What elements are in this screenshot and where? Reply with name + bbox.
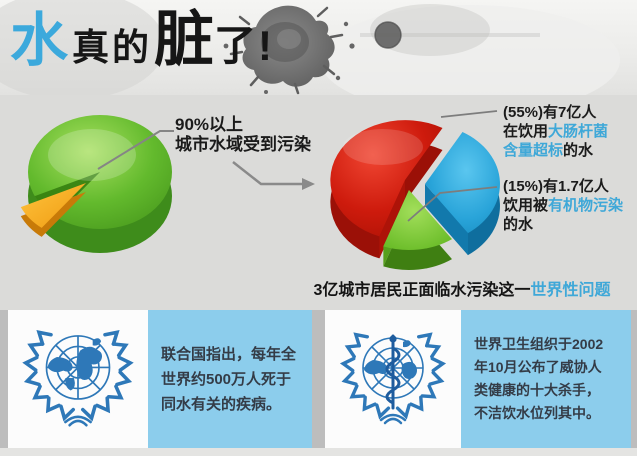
ink-splat-icon (0, 0, 620, 95)
who-fact-line: 不洁饮水位列其中。 (474, 405, 600, 421)
left-pie-label-line1: 90%以上 (175, 115, 244, 134)
right-pie-red-slice (330, 120, 443, 259)
who-fact-line: 类健康的十大杀手， (474, 382, 600, 398)
un-emblem-icon (23, 325, 133, 427)
label15-line3: 的水 (503, 216, 534, 233)
label15-line2-black: 饮用被 (503, 197, 549, 214)
un-fact-line: 世界约500万人死于 (161, 370, 292, 388)
left-pie-label: 90%以上 城市水域受到污染 (175, 115, 311, 155)
right-pie-green-slice (383, 190, 452, 270)
who-fact-text: 世界卫生组织于2002 年10月公布了威协人 类健康的十大杀手， 不洁饮水位列其… (461, 310, 631, 448)
label55-line3-black: 的水 (563, 142, 594, 159)
facts-section: 联合国指出，每年全 世界约500万人死于 同水有关的疾病。 (0, 310, 637, 456)
title-word-water: 水 (10, 8, 69, 73)
label55-line3-blue: 含量超标 (503, 142, 564, 159)
who-emblem-icon (340, 328, 446, 425)
who-logo-box (325, 310, 461, 448)
bottom-strip (0, 448, 637, 456)
page-title: 水 真的 脏 了! (10, 10, 274, 70)
right-pie-label-55: (55%)有7亿人 在饮用大肠杆菌 含量超标的水 (503, 103, 608, 160)
chart-caption: 3亿城市居民正面临水污染这一世界性问题 (288, 276, 636, 300)
pie-charts-graphic (20, 110, 500, 270)
charts-section: 90%以上 城市水域受到污染 (55%)有7亿人 在饮用大肠杆菌 含量超标的水 … (0, 95, 637, 310)
label15-line1: (15%)有1.7亿人 (503, 178, 609, 195)
who-fact-line: 年10月公布了威协人 (474, 359, 602, 375)
title-word-le: 了! (214, 22, 275, 69)
left-pie-90pct (20, 115, 172, 253)
un-logo-box (8, 310, 148, 448)
right-pie-label-15: (15%)有1.7亿人 饮用被有机物污染 的水 (503, 177, 623, 234)
title-word-dirty: 脏 (154, 6, 215, 73)
right-pie-blue-slice (425, 132, 500, 256)
header-banner: 水 真的 脏 了! (0, 0, 637, 96)
title-word-really: 真的 (72, 27, 153, 68)
label55-line2-blue: 大肠杆菌 (548, 123, 609, 140)
caption-black: 3亿城市居民正面临水污染这一 (313, 282, 531, 299)
label55-line1: (55%)有7亿人 (503, 104, 597, 121)
left-pie-label-line2: 城市水域受到污染 (175, 135, 311, 154)
label55-line2-black: 在饮用 (503, 123, 549, 140)
arrow-icon (232, 161, 315, 190)
who-fact-line: 世界卫生组织于2002 (474, 336, 604, 352)
un-fact-line: 联合国指出，每年全 (161, 345, 297, 363)
un-fact-line: 同水有关的疾病。 (161, 395, 282, 413)
label15-line2-blue: 有机物污染 (548, 197, 624, 214)
rod-of-asclepius-icon (385, 334, 401, 410)
caption-blue: 世界性问题 (530, 282, 611, 299)
un-fact-text: 联合国指出，每年全 世界约500万人死于 同水有关的疾病。 (148, 310, 312, 448)
